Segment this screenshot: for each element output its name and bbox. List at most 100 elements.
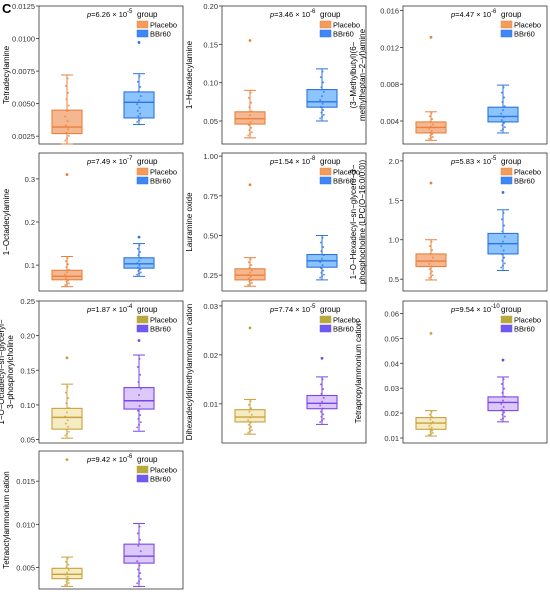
jitter-point — [67, 104, 70, 107]
jitter-point — [247, 124, 250, 127]
jitter-point — [249, 400, 252, 403]
jitter-point — [64, 273, 67, 276]
legend-swatch-bbr60 — [500, 324, 513, 333]
jitter-point — [250, 281, 253, 284]
jitter-point — [502, 86, 505, 89]
p-value-label: p=6.26 × 10-5 — [86, 9, 133, 19]
legend-swatch-placebo — [500, 167, 513, 176]
jitter-point — [319, 266, 322, 269]
jitter-point — [136, 409, 139, 412]
jitter-point — [431, 429, 434, 432]
legend-swatch-placebo — [319, 315, 332, 324]
y-tick-label: 2.0 — [389, 157, 399, 166]
jitter-point — [248, 106, 251, 109]
jitter-point — [428, 245, 431, 248]
legend-swatch-bbr60 — [319, 176, 332, 185]
jitter-point — [430, 240, 433, 243]
box-placebo — [234, 326, 266, 435]
panel-frame — [402, 5, 548, 145]
p-value-label: p=4.47 × 10-6 — [450, 9, 497, 19]
jitter-point — [67, 430, 70, 433]
jitter-point — [321, 419, 323, 422]
legend-title: group — [501, 157, 522, 166]
legend-label-bbr60: BBr60 — [333, 177, 354, 186]
jitter-point — [431, 133, 434, 136]
jitter-point — [503, 387, 506, 390]
jitter-point — [322, 269, 325, 272]
jitter-point — [138, 99, 140, 102]
jitter-point — [430, 112, 433, 115]
y-axis-label: Tetrapropylammonium cation — [354, 321, 363, 424]
y-tick-label: 0.005 — [16, 563, 35, 572]
jitter-point — [322, 417, 325, 420]
jitter-point — [139, 577, 142, 580]
jitter-point — [64, 124, 67, 127]
p-value-label: p=7.49 × 10-7 — [86, 156, 133, 166]
boxplot-panel-4: 0.1 0.2 0.3 1−Octadecylamine p=7.49 × 10-7 gr… — [2, 152, 184, 292]
jitter-point — [321, 70, 324, 73]
legend-label-placebo: Placebo — [333, 21, 360, 30]
legend-swatch-placebo — [319, 20, 332, 29]
jitter-point — [250, 264, 253, 267]
jitter-point — [322, 396, 325, 399]
jitter-point — [249, 258, 252, 261]
panel-frame — [38, 152, 184, 292]
y-tick-label: 0.2 — [25, 218, 35, 227]
jitter-point — [139, 387, 142, 390]
jitter-point — [431, 123, 434, 126]
outlier-point — [248, 39, 252, 42]
jitter-point — [64, 577, 67, 580]
y-tick-label: 0.004 — [380, 117, 399, 126]
p-value-label: p=5.83 × 10-5 — [450, 156, 497, 166]
outlier-point — [137, 41, 141, 44]
jitter-point — [320, 250, 323, 253]
jitter-point — [249, 271, 251, 274]
jitter-point — [503, 126, 506, 129]
jitter-point — [139, 572, 142, 575]
jitter-point — [67, 134, 70, 137]
jitter-point — [502, 249, 505, 252]
box-iqr — [51, 567, 83, 580]
jitter-point — [67, 563, 70, 566]
jitter-point — [319, 261, 322, 264]
legend-swatch-bbr60 — [500, 176, 513, 185]
y-tick-label: 0.25 — [20, 297, 35, 306]
jitter-point — [67, 279, 70, 282]
jitter-point — [64, 415, 67, 418]
jitter-point — [138, 106, 141, 109]
jitter-point — [136, 560, 139, 563]
jitter-point — [67, 128, 70, 131]
jitter-point — [320, 111, 323, 114]
jitter-point — [321, 378, 324, 381]
jitter-point — [431, 432, 434, 435]
jitter-point — [250, 407, 253, 410]
jitter-point — [249, 121, 252, 124]
box-iqr — [487, 106, 519, 123]
jitter-point — [66, 557, 69, 560]
jitter-point — [321, 257, 323, 260]
y-tick-label: 0.03 — [384, 384, 399, 393]
jitter-point — [430, 259, 432, 262]
jitter-point — [64, 84, 67, 87]
jitter-point — [431, 274, 434, 277]
jitter-point — [250, 101, 253, 104]
jitter-point — [321, 102, 324, 105]
y-tick-label: 0.0075 — [12, 67, 35, 76]
jitter-point — [65, 402, 68, 405]
jitter-point — [139, 271, 142, 274]
jitter-point — [502, 211, 505, 214]
y-tick-label: 0.010 — [16, 520, 35, 529]
jitter-point — [139, 373, 142, 376]
jitter-point — [502, 399, 504, 402]
jitter-point — [67, 91, 70, 94]
jitter-point — [248, 280, 251, 283]
jitter-point — [247, 423, 250, 426]
box-bbr60 — [123, 339, 155, 432]
jitter-point — [64, 139, 67, 142]
jitter-point — [66, 110, 68, 113]
legend-label-placebo: Placebo — [333, 316, 360, 325]
jitter-point — [66, 571, 68, 574]
y-tick-label: 0.1 — [25, 261, 35, 270]
jitter-point — [139, 268, 142, 271]
box-iqr — [306, 89, 338, 108]
